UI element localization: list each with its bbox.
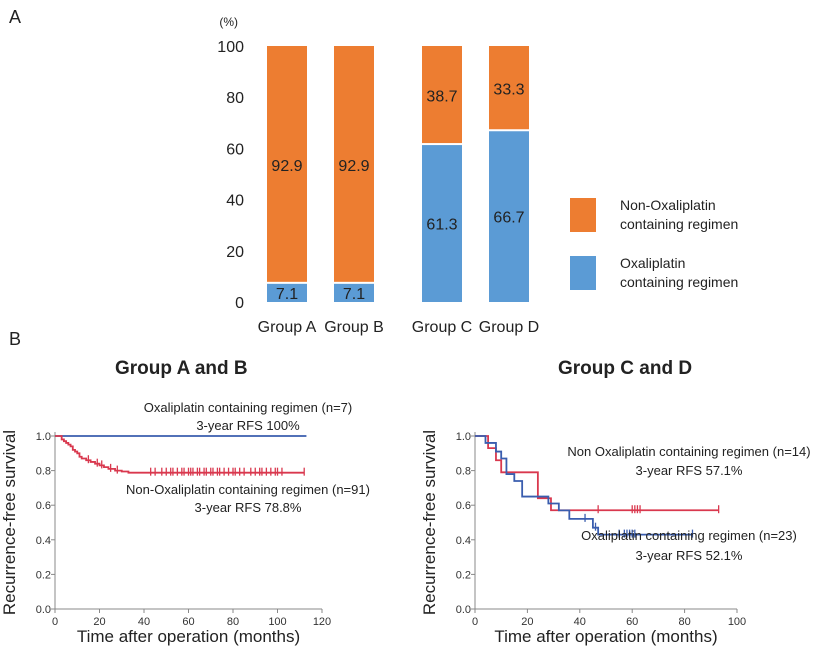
data-label-non-oxaliplatin: 92.9 <box>338 158 369 175</box>
y-tick-label: 60 <box>226 141 244 158</box>
legend-swatch-orange <box>570 198 596 232</box>
data-label-non-oxaliplatin: 92.9 <box>271 158 302 175</box>
km-title-group-c-d: Group C and D <box>558 358 693 379</box>
y-tick-label: 20 <box>226 244 244 261</box>
x-category-label: Group B <box>324 319 384 336</box>
legend-swatch-blue <box>570 256 596 290</box>
panel-label-a: A <box>9 7 22 27</box>
legend-label-non-oxaliplatin: Non-Oxaliplatin containing regimen <box>620 197 739 232</box>
y-unit-label: (%) <box>219 15 238 29</box>
bar-segment-non-oxaliplatin <box>267 46 307 282</box>
panel-label-b: B <box>9 329 22 349</box>
x-category-label: Group D <box>479 319 539 336</box>
y-tick-label: 100 <box>217 39 244 56</box>
data-label-non-oxaliplatin: 38.7 <box>426 89 457 106</box>
bar-segment-non-oxaliplatin <box>422 46 462 144</box>
y-tick-label: 80 <box>226 90 244 107</box>
bar-segment-oxaliplatin <box>489 131 529 302</box>
km-title-group-a-b: Group A and B <box>115 358 248 379</box>
legend-item-non-oxaliplatin: Non-Oxaliplatin containing regimen <box>570 196 830 254</box>
data-label-oxaliplatin: 7.1 <box>276 286 298 303</box>
y-tick-label: 0 <box>235 295 244 312</box>
data-label-non-oxaliplatin: 33.3 <box>493 82 524 99</box>
x-category-label: Group C <box>412 319 472 336</box>
data-label-oxaliplatin: 61.3 <box>426 217 457 234</box>
legend-label-oxaliplatin: Oxaliplatin containing regimen <box>620 255 739 290</box>
data-label-oxaliplatin: 66.7 <box>493 210 524 227</box>
y-tick-label: 40 <box>226 193 244 210</box>
bar-segment-oxaliplatin <box>422 145 462 302</box>
bar-segment-non-oxaliplatin <box>334 46 374 282</box>
bar-segment-oxaliplatin <box>334 283 374 302</box>
legend-item-oxaliplatin: Oxaliplatin containing regimen <box>570 254 830 312</box>
bar-segment-oxaliplatin <box>267 283 307 302</box>
data-label-oxaliplatin: 7.1 <box>343 286 365 303</box>
x-category-label: Group A <box>258 319 317 336</box>
bar-segment-non-oxaliplatin <box>489 46 529 130</box>
bar-legend: Non-Oxaliplatin containing regimen Oxali… <box>570 196 830 312</box>
